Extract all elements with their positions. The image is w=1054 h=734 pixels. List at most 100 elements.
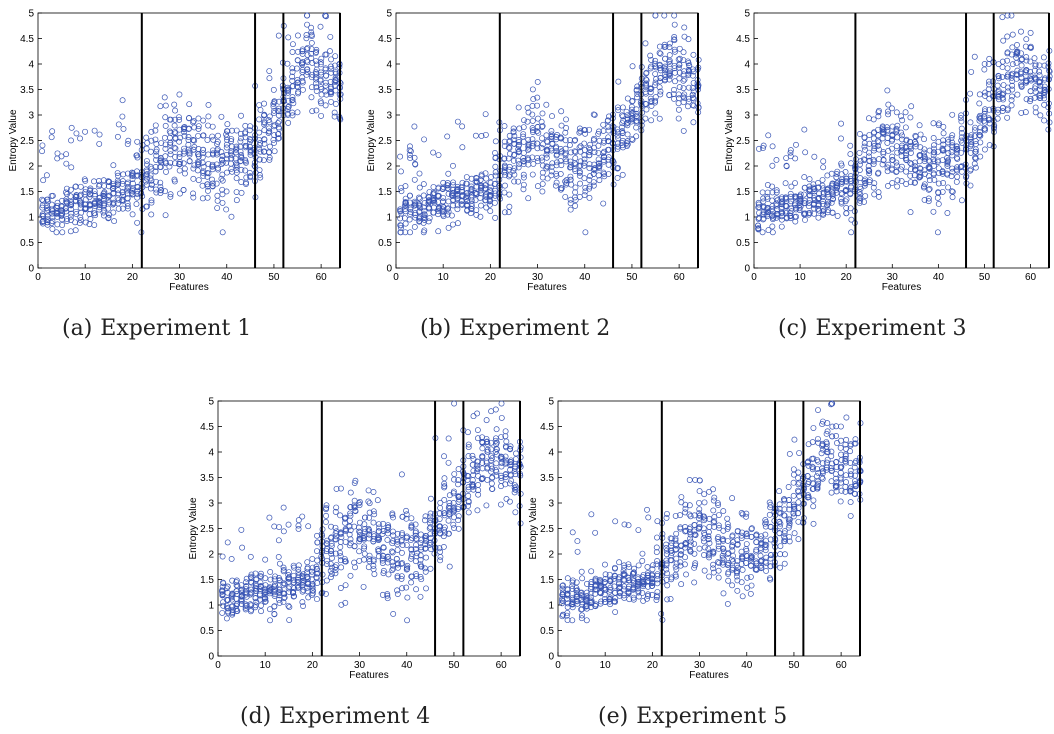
data-point [1023, 57, 1030, 64]
data-point [1009, 86, 1016, 93]
data-point [374, 497, 381, 504]
data-point [357, 536, 364, 543]
y-tick-label: 1.5 [378, 187, 392, 198]
y-tick-label: 2.5 [200, 524, 214, 535]
data-point [686, 529, 693, 536]
plot-frame [557, 400, 861, 657]
data-point [195, 177, 202, 184]
data-point [710, 548, 717, 555]
data-point [720, 545, 726, 552]
data-point [398, 224, 404, 231]
data-point [676, 69, 683, 76]
data-point [1027, 95, 1034, 102]
data-point [394, 574, 401, 581]
data-point [257, 579, 264, 586]
data-point [478, 133, 485, 139]
data-point [430, 149, 437, 156]
data-point [790, 492, 797, 499]
x-tick-label: 60 [836, 660, 848, 671]
x-tick-label: 40 [221, 272, 233, 283]
data-point [474, 427, 481, 433]
data-point [101, 190, 108, 197]
data-point [1040, 54, 1047, 61]
data-point [715, 559, 721, 566]
data-point [668, 535, 675, 542]
data-point [766, 511, 773, 518]
data-point [760, 142, 767, 149]
data-point [842, 188, 849, 195]
data-point [643, 69, 650, 76]
data-point [614, 164, 621, 171]
data-point [502, 182, 508, 189]
y-tick-label: 4 [744, 60, 750, 71]
data-point [218, 149, 225, 156]
data-point [210, 151, 216, 158]
data-point [401, 202, 408, 209]
data-point [275, 107, 281, 114]
data-point [475, 435, 481, 442]
data-point [907, 145, 914, 152]
data-point [215, 132, 221, 139]
data-point [484, 438, 491, 445]
data-point [534, 183, 541, 190]
data-point [390, 565, 397, 572]
data-point [767, 555, 774, 562]
data-point [769, 162, 776, 169]
data-point [133, 152, 140, 159]
data-point [450, 162, 456, 169]
data-point [511, 133, 518, 140]
data-point [233, 588, 240, 594]
data-point [760, 145, 766, 152]
data-point [510, 167, 517, 174]
data-point [267, 569, 274, 575]
data-point [318, 112, 325, 119]
data-point [199, 169, 206, 176]
data-point [308, 84, 315, 91]
data-point [257, 148, 264, 155]
data-point [756, 145, 762, 152]
data-point [930, 170, 937, 177]
data-point [470, 456, 477, 462]
y-tick-label: 2.5 [20, 136, 34, 147]
data-point [930, 152, 937, 159]
data-point [435, 185, 442, 192]
data-point [166, 163, 173, 170]
data-point [675, 106, 682, 113]
data-point [681, 561, 688, 568]
data-point [543, 151, 550, 158]
data-point [472, 132, 479, 139]
data-point [530, 160, 537, 167]
data-point [1037, 82, 1044, 89]
data-point [592, 529, 599, 536]
data-point [366, 527, 373, 534]
data-point [856, 195, 863, 202]
data-point [954, 173, 961, 180]
data-point [944, 160, 951, 167]
data-point [829, 192, 836, 199]
data-point [829, 423, 836, 430]
data-point [624, 95, 631, 102]
data-point [49, 128, 56, 135]
data-point [865, 168, 872, 174]
y-tick-label: 0.5 [736, 238, 750, 249]
data-point [299, 513, 306, 520]
data-point [243, 179, 250, 186]
data-point [820, 158, 827, 165]
data-point [385, 556, 392, 563]
data-point [482, 185, 488, 192]
data-point [743, 530, 750, 537]
data-point [323, 512, 330, 519]
data-point [706, 554, 712, 561]
y-tick-label: 4.5 [200, 422, 214, 433]
data-point [921, 197, 928, 203]
data-point [663, 560, 670, 567]
data-point [379, 555, 386, 562]
caption-b: (b) Experiment 2 [420, 316, 618, 341]
data-point [796, 205, 803, 212]
data-point [787, 149, 794, 156]
data-point [571, 148, 578, 155]
data-point [581, 156, 588, 163]
data-point [223, 206, 230, 213]
data-point [982, 92, 988, 99]
data-point [562, 156, 569, 163]
